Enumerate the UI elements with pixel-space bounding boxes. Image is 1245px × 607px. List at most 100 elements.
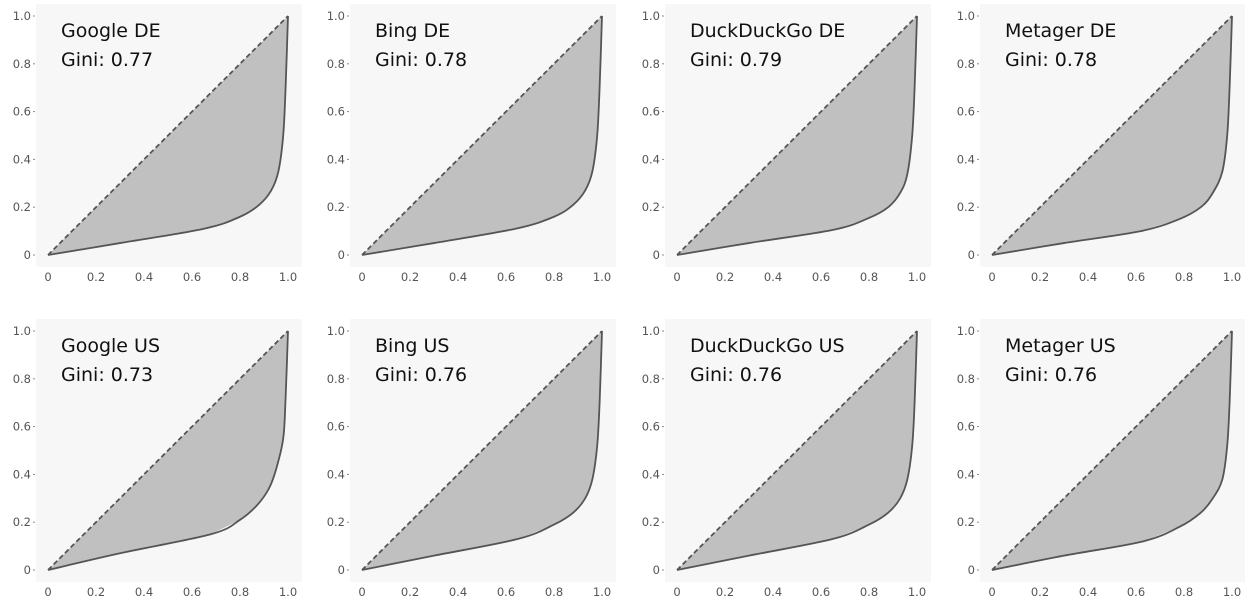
x-tick-label: 0.8: [860, 585, 878, 599]
x-tick-label: 1.0: [593, 585, 611, 599]
y-tick-label: 0.6: [957, 420, 975, 434]
x-tick-label: 0.4: [449, 270, 467, 284]
x-tick-label: 1.0: [908, 585, 926, 599]
lorenz-curve: [676, 330, 918, 571]
gini-label: Gini: 0.76: [690, 364, 782, 386]
y-tick-label: 0.8: [957, 372, 975, 386]
chart-panel: 0 0.2 0.4 0.6 0.8 1.0 0 0.2 0.4 0.6 0.8 1.0 Bing DE G…: [327, 4, 616, 284]
y-tick-label: 0: [653, 248, 660, 262]
y-tick-label: 0: [653, 563, 660, 577]
y-tick-label: 0: [968, 248, 975, 262]
y-tick-label: 0.6: [957, 105, 975, 119]
x-tick-label: 1.0: [1223, 585, 1241, 599]
panel-title: Bing US: [375, 335, 449, 357]
y-tick-label: 1.0: [957, 9, 975, 23]
x-tick-label: 0.8: [231, 585, 249, 599]
y-tick-label: 0.8: [13, 57, 31, 71]
x-tick-label: 0.2: [716, 270, 734, 284]
gini-label: Gini: 0.73: [61, 364, 153, 386]
x-tick-label: 1.0: [593, 270, 611, 284]
x-tick-label: 0.2: [1031, 270, 1049, 284]
panel-title: Metager US: [1005, 335, 1116, 357]
x-tick-label: 0: [988, 585, 995, 599]
x-tick-label: 0: [358, 270, 365, 284]
chart-panel: 0 0.2 0.4 0.6 0.8 1.0 0 0.2 0.4 0.6 0.8 1.0 DuckDuck…: [642, 319, 931, 599]
y-tick-label: 1.0: [642, 9, 660, 23]
x-tick-label: 0.8: [1175, 585, 1193, 599]
x-tick-label: 0.2: [401, 585, 419, 599]
y-tick-label: 0.8: [13, 372, 31, 386]
x-tick-label: 0.4: [449, 585, 467, 599]
x-tick-label: 0.8: [545, 585, 563, 599]
x-tick-label: 0.8: [860, 270, 878, 284]
y-tick-label: 0.6: [13, 420, 31, 434]
gini-label: Gini: 0.77: [61, 49, 153, 71]
equality-line: [676, 15, 918, 256]
y-tick-label: 1.0: [327, 9, 345, 23]
x-tick-label: 0: [44, 585, 51, 599]
equality-line: [991, 15, 1233, 256]
y-tick-label: 0.8: [642, 57, 660, 71]
chart-panel: 0 0.2 0.4 0.6 0.8 1.0 0 0.2 0.4 0.6 0.8 1.0 Google D…: [13, 4, 302, 284]
y-tick-label: 0: [24, 563, 31, 577]
y-tick-label: 0.4: [957, 467, 975, 481]
x-tick-label: 0.4: [1079, 270, 1097, 284]
y-tick-label: 0.6: [13, 105, 31, 119]
y-tick-label: 1.0: [327, 324, 345, 338]
equality-line: [676, 330, 918, 571]
equality-line: [361, 15, 603, 256]
y-tick-label: 0.8: [642, 372, 660, 386]
x-tick-label: 0.4: [135, 270, 153, 284]
equality-line: [47, 15, 289, 256]
y-tick-label: 0.6: [327, 420, 345, 434]
y-tick-label: 1.0: [13, 324, 31, 338]
x-tick-label: 1.0: [1223, 270, 1241, 284]
x-tick-label: 0.4: [135, 585, 153, 599]
x-tick-label: 0: [44, 270, 51, 284]
x-tick-label: 0.2: [716, 585, 734, 599]
gini-label: Gini: 0.79: [690, 49, 782, 71]
y-tick-label: 0.2: [327, 515, 345, 529]
lorenz-curve: [47, 330, 289, 571]
y-tick-label: 0.2: [327, 200, 345, 214]
x-tick-label: 0: [988, 270, 995, 284]
y-tick-label: 0.4: [327, 152, 345, 166]
lorenz-curve: [361, 15, 603, 256]
chart-panel: 0 0.2 0.4 0.6 0.8 1.0 0 0.2 0.4 0.6 0.8 1.0 DuckDuck…: [642, 4, 931, 284]
y-tick-label: 0.6: [642, 105, 660, 119]
gini-label: Gini: 0.76: [1005, 364, 1097, 386]
y-tick-label: 0.4: [642, 467, 660, 481]
gini-label: Gini: 0.78: [375, 49, 467, 71]
x-tick-label: 0.6: [183, 585, 201, 599]
x-tick-label: 0.2: [87, 270, 105, 284]
chart-panel: 0 0.2 0.4 0.6 0.8 1.0 0 0.2 0.4 0.6 0.8 1.0 Metager …: [957, 4, 1245, 284]
lorenz-curve: [361, 330, 603, 571]
chart-panel: 0 0.2 0.4 0.6 0.8 1.0 0 0.2 0.4 0.6 0.8 1.0 Metager …: [957, 319, 1245, 599]
y-tick-label: 0: [24, 248, 31, 262]
equality-line: [47, 330, 289, 571]
y-tick-label: 0.4: [327, 467, 345, 481]
x-tick-label: 0.2: [401, 270, 419, 284]
lorenz-curve: [47, 15, 289, 256]
x-tick-label: 0.8: [231, 270, 249, 284]
x-tick-label: 0.6: [183, 270, 201, 284]
panel-title: Bing DE: [375, 20, 450, 42]
x-tick-label: 0.6: [1127, 270, 1145, 284]
panel-title: Metager DE: [1005, 20, 1116, 42]
y-tick-label: 0: [338, 248, 345, 262]
y-tick-label: 0.4: [13, 467, 31, 481]
y-tick-label: 0.2: [642, 200, 660, 214]
x-tick-label: 0.4: [764, 585, 782, 599]
chart-panel: 0 0.2 0.4 0.6 0.8 1.0 0 0.2 0.4 0.6 0.8 1.0 Bing US G…: [327, 319, 616, 599]
lorenz-curve: [991, 15, 1233, 256]
y-tick-label: 0.2: [957, 515, 975, 529]
lorenz-curve: [676, 15, 918, 256]
y-tick-label: 1.0: [957, 324, 975, 338]
x-tick-label: 1.0: [279, 585, 297, 599]
x-tick-label: 0: [358, 585, 365, 599]
x-tick-label: 0.4: [764, 270, 782, 284]
x-tick-label: 1.0: [279, 270, 297, 284]
y-tick-label: 0.8: [957, 57, 975, 71]
y-tick-label: 0.4: [642, 152, 660, 166]
